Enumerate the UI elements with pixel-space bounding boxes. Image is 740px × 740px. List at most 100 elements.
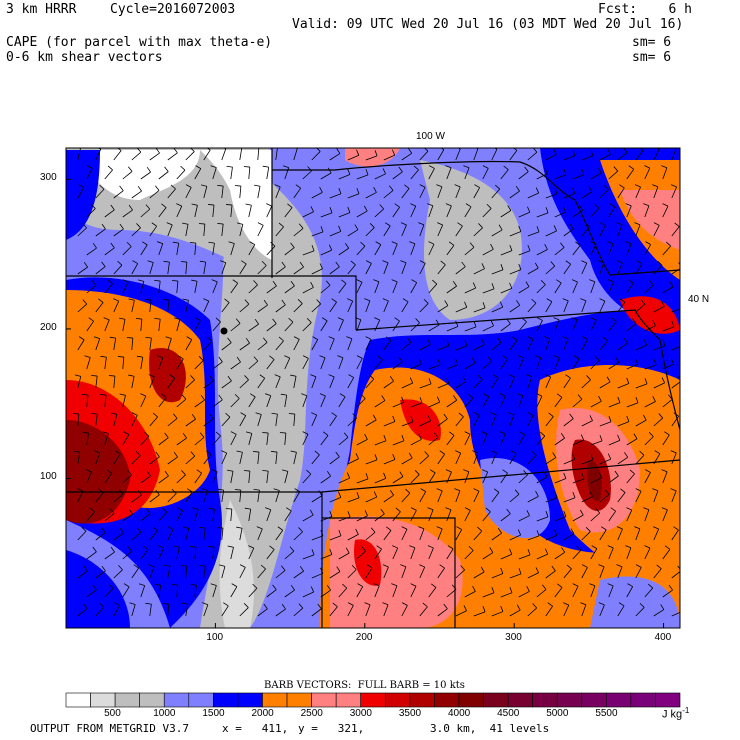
wind-barb (111, 412, 118, 427)
wind-barb (437, 339, 450, 351)
wind-barb (338, 168, 351, 180)
wind-barb (400, 222, 407, 237)
wind-barb (194, 432, 205, 446)
wind-barb (572, 545, 582, 560)
wind-barb (635, 488, 642, 503)
wind-barb (257, 260, 267, 275)
wind-barb (410, 165, 419, 180)
wind-barb (274, 184, 281, 199)
wind-barb (167, 148, 178, 161)
wind-barb (86, 546, 97, 560)
wind-barb (113, 527, 124, 541)
wind-barb (490, 412, 497, 427)
wind-barb (273, 148, 278, 161)
wind-barb (140, 166, 151, 180)
wind-barb (131, 564, 139, 579)
wind-barb (473, 412, 480, 427)
wind-barb (302, 355, 309, 370)
wind-barb (490, 450, 497, 465)
wind-barb (374, 395, 386, 408)
wind-barb (617, 415, 630, 427)
wind-barb (554, 242, 565, 256)
wind-barb (95, 527, 106, 541)
wind-barb (455, 605, 467, 617)
wind-barb (338, 432, 349, 446)
wind-barb (482, 547, 494, 560)
wind-barb (437, 450, 445, 465)
wind-barb (455, 412, 464, 427)
wind-barb (140, 204, 151, 218)
wind-barb (171, 280, 179, 294)
wind-barb (401, 298, 409, 313)
wind-barb (383, 490, 395, 503)
wind-barb (437, 222, 444, 237)
colorbar-swatch (188, 692, 214, 708)
wind-barb (149, 222, 158, 237)
wind-barb (581, 490, 593, 503)
wind-barb (176, 203, 183, 218)
wind-barb (346, 336, 353, 351)
wind-barb (617, 377, 630, 389)
wind-barb (230, 356, 241, 370)
wind-barb (230, 393, 240, 408)
wind-barb (212, 317, 221, 332)
wind-barb (509, 489, 520, 503)
wind-barb (671, 308, 680, 313)
wind-barb (616, 260, 623, 275)
wind-barb (382, 564, 389, 579)
wind-barb (122, 204, 133, 218)
wind-barb (428, 165, 435, 180)
wind-barb (113, 185, 124, 199)
x-tick-label: 100 (206, 632, 224, 643)
wind-barb (500, 508, 511, 522)
wind-barb (464, 585, 476, 598)
wind-barb (200, 184, 208, 199)
wind-barb (320, 280, 331, 294)
wind-barb (383, 185, 394, 199)
wind-barb (203, 450, 212, 465)
wind-barb (185, 413, 196, 427)
wind-barb (148, 564, 155, 579)
wind-barb (203, 375, 214, 389)
wind-barb (239, 299, 250, 313)
colorbar-swatch (65, 692, 91, 708)
wind-barb (239, 412, 247, 427)
wind-barb (392, 434, 405, 446)
wind-barb (428, 432, 439, 446)
wind-barb (653, 413, 664, 427)
wind-barb (86, 584, 97, 598)
wind-barb (545, 188, 558, 199)
wind-barb (275, 222, 284, 237)
wind-barb (113, 565, 123, 579)
wind-barb (338, 243, 350, 256)
wind-barb (608, 166, 619, 180)
wind-barb (482, 283, 495, 294)
wind-barb (464, 321, 477, 332)
wind-barb (284, 280, 295, 294)
field-2-smoothing: sm= 6 (632, 50, 672, 65)
footer-x: x = 411, (222, 722, 289, 735)
wind-barb (311, 226, 324, 237)
wind-barb (211, 469, 218, 484)
wind-barb (77, 223, 87, 237)
wind-barb (625, 203, 632, 218)
wind-barb (491, 488, 500, 503)
wind-barb (482, 320, 494, 332)
wind-barb (86, 280, 97, 294)
wind-barb (338, 206, 351, 218)
wind-barb (626, 507, 633, 522)
wind-barb (86, 317, 94, 332)
wind-barb (302, 586, 315, 598)
wind-barb (210, 583, 217, 598)
wind-barb (392, 203, 400, 218)
wind-barb (436, 526, 443, 541)
wind-barb (419, 148, 429, 161)
wind-barb (500, 205, 512, 218)
colorbar-tick-label: 500 (104, 708, 121, 719)
wind-barb (437, 413, 448, 427)
y-tick-label: 100 (40, 471, 57, 483)
wind-barb (392, 356, 403, 370)
wind-barb (581, 454, 594, 465)
y-tick-label: 300 (40, 172, 57, 184)
wind-barb (500, 244, 513, 256)
